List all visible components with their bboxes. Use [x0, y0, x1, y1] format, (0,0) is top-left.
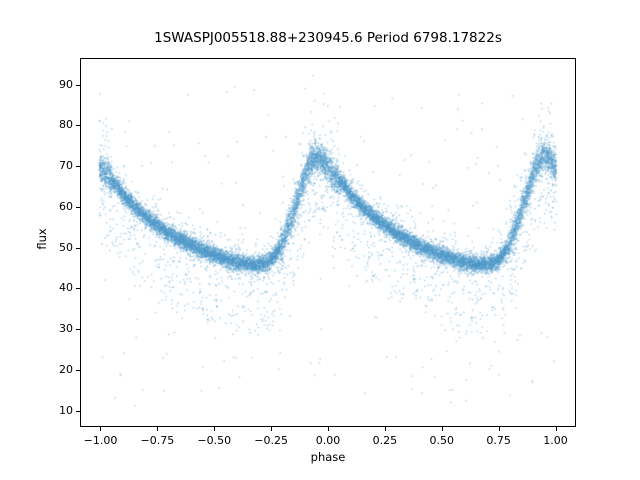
x-tick-label: −0.25: [254, 434, 288, 447]
x-tick-label: 0.75: [486, 434, 511, 447]
y-tick-label: 50: [59, 240, 73, 254]
x-tick-label: 1.00: [543, 434, 568, 447]
x-tick-mark: [271, 427, 273, 431]
y-tick-label: 60: [59, 199, 73, 213]
y-tick-label: 30: [59, 321, 73, 335]
y-tick-mark: [76, 329, 80, 331]
x-tick-mark: [384, 427, 386, 431]
x-tick-label: −1.00: [83, 434, 118, 447]
scatter-canvas: [80, 58, 576, 427]
x-tick-label: −0.50: [197, 434, 232, 447]
y-tick-label: 10: [59, 403, 73, 417]
y-tick-mark: [76, 206, 80, 208]
x-tick-label: 0.00: [315, 434, 341, 447]
y-tick-mark: [76, 288, 80, 290]
y-tick-mark: [76, 410, 80, 412]
y-tick-mark: [76, 247, 80, 249]
x-tick-mark: [100, 427, 102, 431]
y-tick-mark: [76, 125, 80, 127]
x-tick-label: −0.75: [140, 434, 175, 447]
y-tick-mark: [76, 369, 80, 371]
y-tick-mark: [76, 84, 80, 86]
y-tick-label: 20: [59, 362, 73, 376]
y-tick-mark: [76, 166, 80, 168]
x-tick-mark: [157, 427, 159, 431]
x-tick-mark: [441, 427, 443, 431]
x-tick-mark: [328, 427, 329, 431]
x-axis-label: phase: [310, 450, 346, 464]
y-tick-label: 70: [59, 158, 73, 172]
x-tick-label: 0.50: [429, 434, 455, 447]
x-tick-mark: [214, 427, 216, 431]
x-tick-mark: [498, 427, 500, 431]
y-tick-label: 40: [59, 281, 73, 295]
x-tick-label: 0.25: [372, 434, 398, 447]
x-tick-mark: [555, 427, 557, 431]
y-tick-label: 80: [59, 118, 73, 132]
chart-title: 1SWASPJ005518.88+230945.6 Period 6798.17…: [154, 30, 502, 46]
y-tick-label: 90: [59, 77, 73, 91]
